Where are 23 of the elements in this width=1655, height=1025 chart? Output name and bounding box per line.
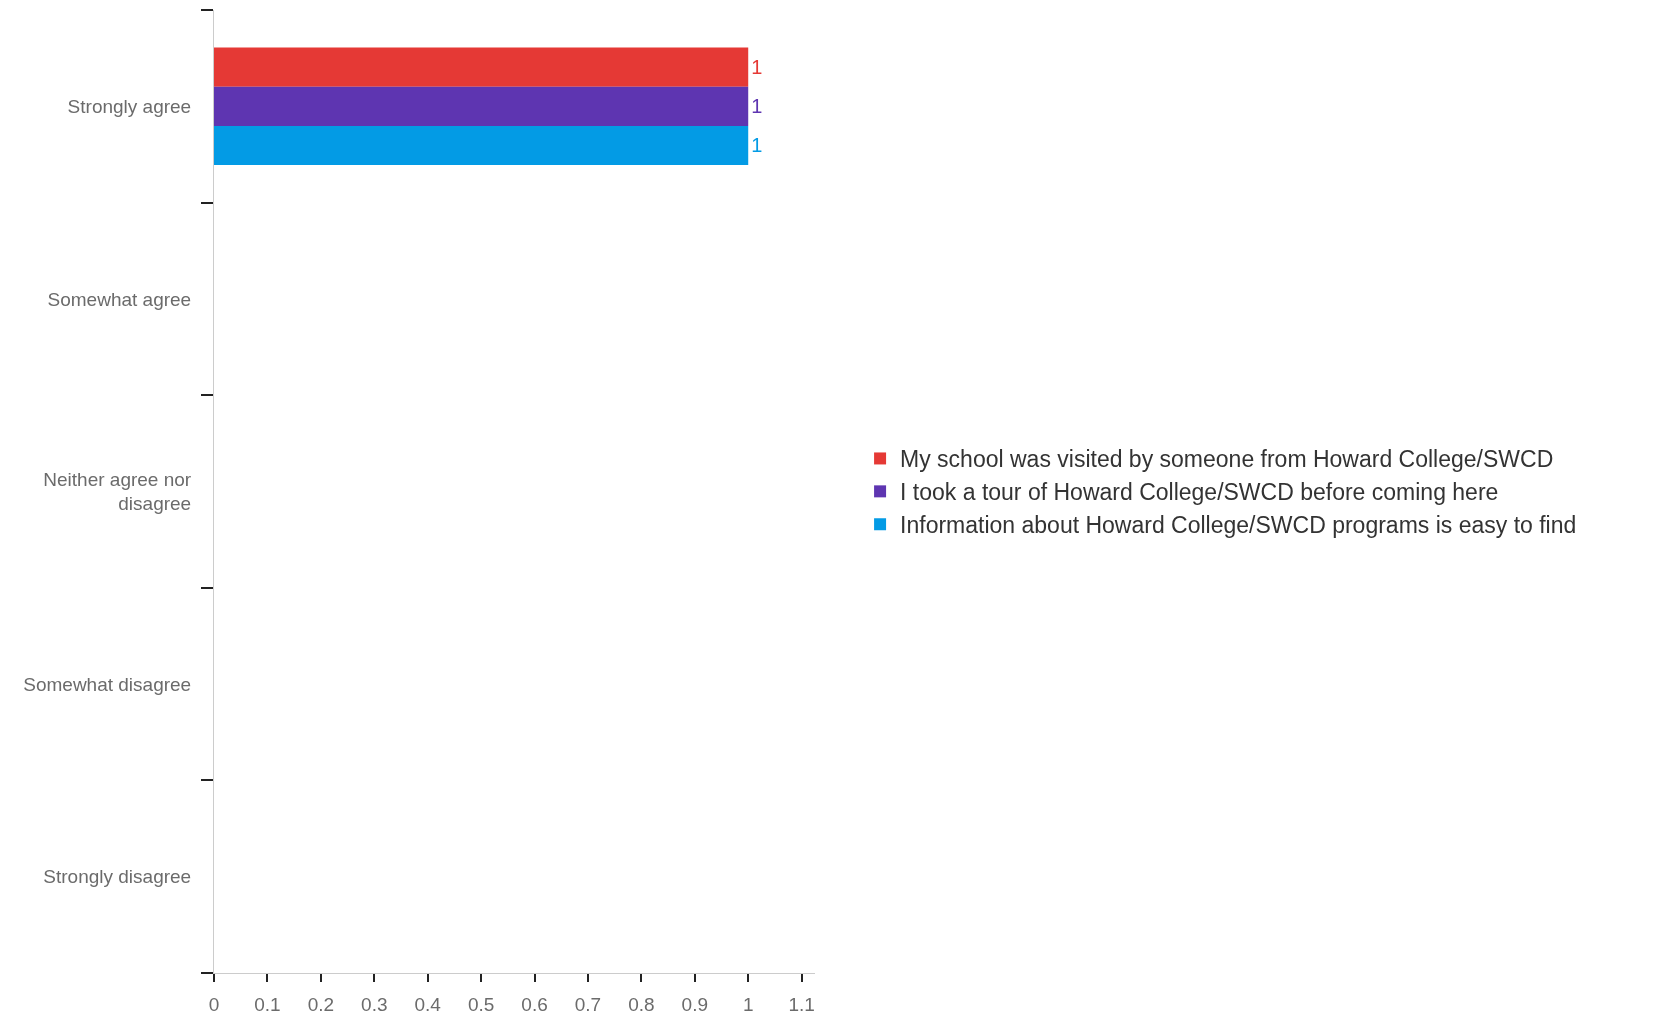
legend-label: Information about Howard College/SWCD programs is easy to find bbox=[900, 512, 1577, 539]
data-label: 1 bbox=[751, 95, 763, 118]
y-tick-label: Neither agree nor disagree bbox=[43, 468, 192, 515]
x-tick-label: 0.2 bbox=[307, 993, 335, 1015]
x-tick-label: 0.4 bbox=[414, 993, 442, 1015]
y-tick-label: Strongly agree bbox=[67, 95, 192, 117]
x-tick-label: 1.1 bbox=[788, 993, 815, 1015]
y-tick-label: Somewhat agree bbox=[47, 288, 192, 310]
data-label: 1 bbox=[751, 56, 763, 79]
y-tick-label: Strongly disagree bbox=[43, 866, 192, 888]
x-tick-label: 0.1 bbox=[254, 993, 281, 1015]
legend-label: I took a tour of Howard College/SWCD before coming here bbox=[900, 479, 1499, 506]
legend-label: My school was visited by someone from Howard College/SWCD bbox=[900, 446, 1554, 473]
data-label: 1 bbox=[751, 134, 763, 157]
x-tick-label: 0.6 bbox=[521, 993, 548, 1015]
x-tick-label: 1 bbox=[742, 993, 754, 1015]
x-tick-label: 0.9 bbox=[681, 993, 709, 1015]
x-tick-label: 0.7 bbox=[574, 993, 602, 1015]
y-tick-label: Somewhat disagree bbox=[23, 673, 192, 695]
x-tick-label: 0 bbox=[208, 993, 220, 1015]
x-tick-label: 0.8 bbox=[628, 993, 655, 1015]
x-tick-label: 0.5 bbox=[467, 993, 495, 1015]
x-tick-label: 0.3 bbox=[361, 993, 388, 1015]
